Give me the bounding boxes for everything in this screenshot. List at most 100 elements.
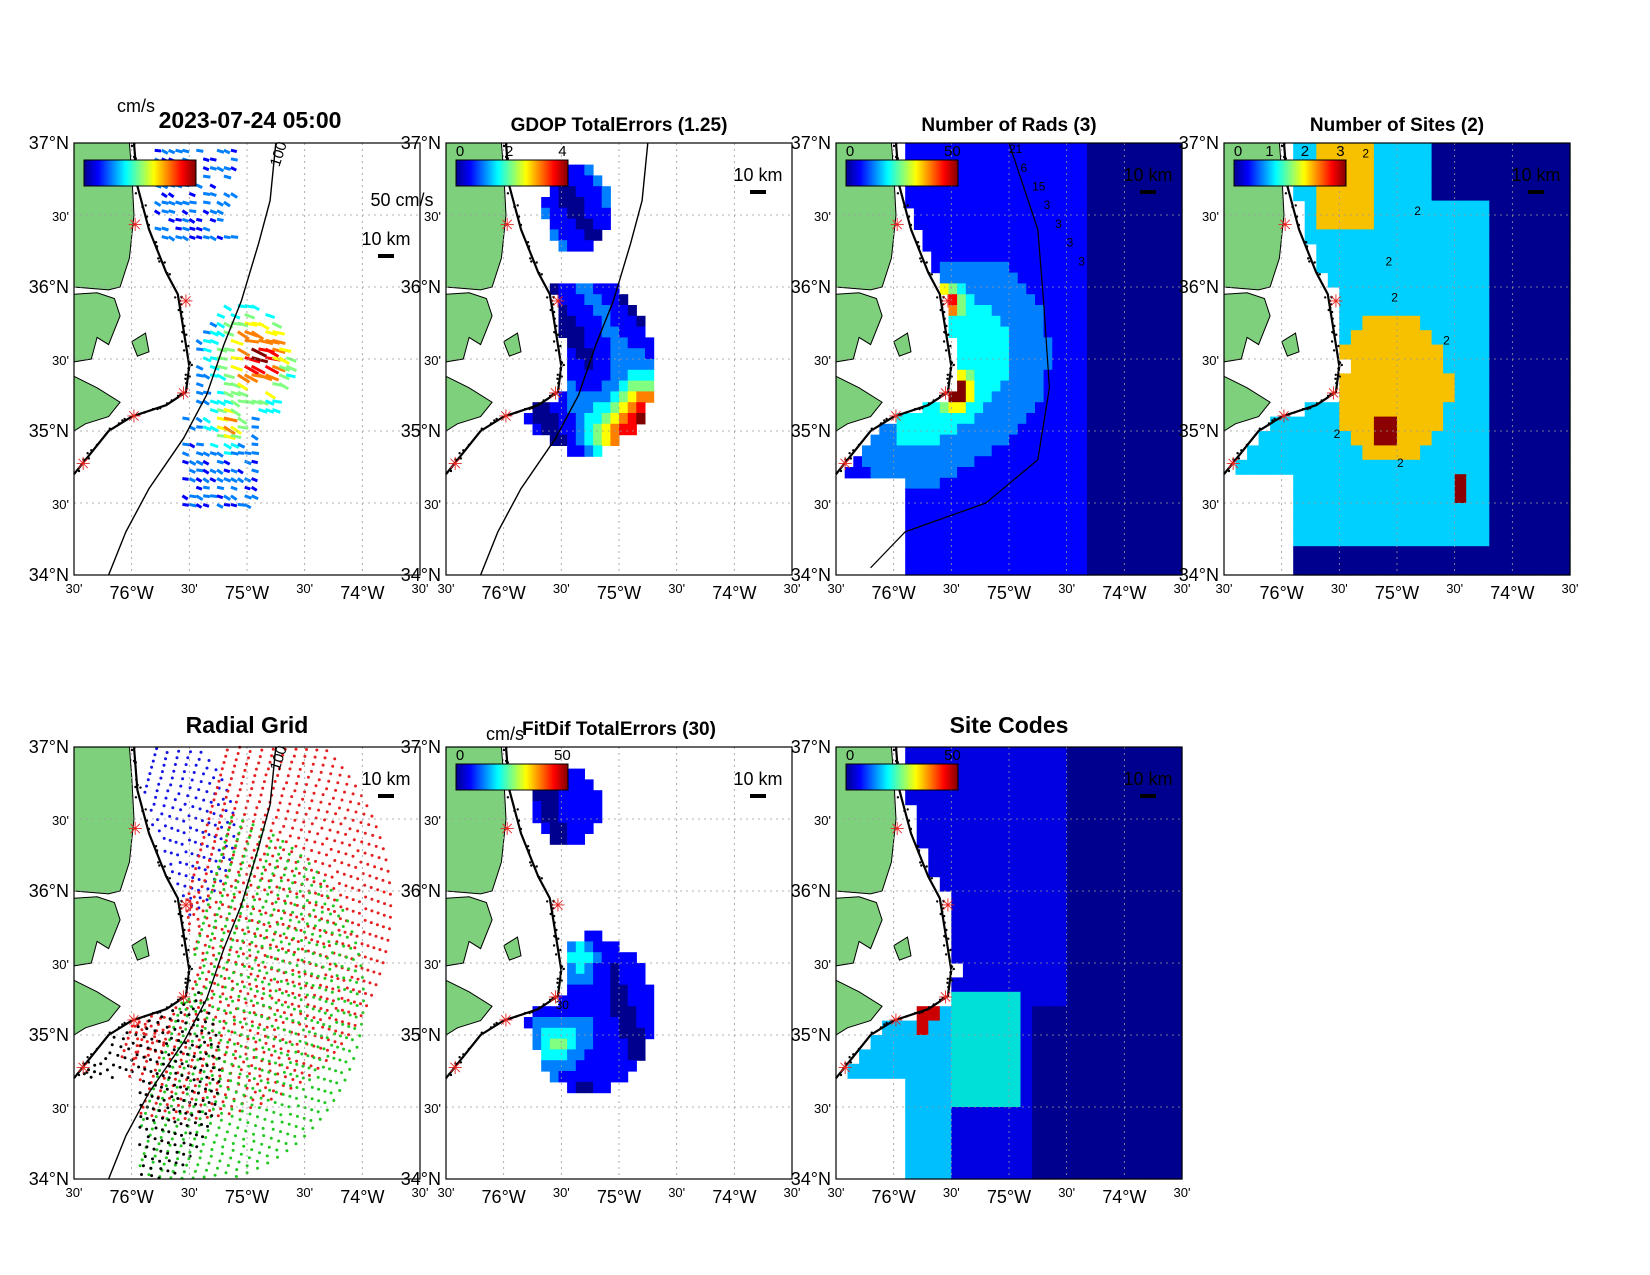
radial-point xyxy=(369,957,373,961)
field-cell xyxy=(974,240,984,252)
field-cell xyxy=(1078,294,1088,306)
field-cell xyxy=(1477,359,1490,374)
velocity-arrow xyxy=(236,416,248,426)
field-cell xyxy=(1043,197,1053,209)
field-cell xyxy=(1026,175,1036,187)
radial-point xyxy=(316,832,320,836)
field-cell xyxy=(619,326,629,338)
field-cell xyxy=(1147,391,1157,403)
field-cell xyxy=(558,240,568,252)
field-cell xyxy=(1397,431,1410,446)
radial-point xyxy=(262,1028,266,1032)
field-cell xyxy=(1293,503,1306,518)
field-cell xyxy=(1009,391,1019,403)
field-cell xyxy=(1385,474,1398,490)
field-cell xyxy=(558,402,568,414)
field-cell xyxy=(1558,531,1571,547)
radial-point xyxy=(228,1072,232,1075)
velocity-arrow xyxy=(264,364,280,375)
field-cell xyxy=(983,456,993,468)
field-cell xyxy=(1546,431,1559,446)
coastline xyxy=(1223,142,1341,475)
field-cell xyxy=(939,477,949,490)
field-cell xyxy=(1121,153,1131,166)
field-cell xyxy=(965,369,975,382)
field-cell xyxy=(1060,294,1071,306)
contour-label: 3 xyxy=(1078,254,1085,268)
radial-point xyxy=(318,954,322,958)
radial-point xyxy=(142,1032,146,1035)
radial-point xyxy=(247,965,251,969)
radial-point xyxy=(296,947,300,951)
shore-dot xyxy=(493,419,496,422)
field-cell xyxy=(965,348,975,360)
field-cell xyxy=(1000,531,1010,544)
field-cell xyxy=(1026,153,1036,166)
radial-point xyxy=(214,957,218,961)
field-cell xyxy=(1043,488,1053,500)
isobath-100m xyxy=(479,142,649,576)
field-cell xyxy=(1408,503,1421,518)
shore-dot xyxy=(1273,417,1276,421)
velocity-arrow xyxy=(195,364,204,371)
field-cell xyxy=(1060,445,1071,457)
radial-point xyxy=(140,1028,144,1032)
radial-point xyxy=(269,978,273,982)
radial-point xyxy=(357,802,361,806)
field-cell xyxy=(1420,359,1433,374)
velocity-arrow xyxy=(188,502,197,508)
field-cell xyxy=(1558,229,1571,245)
velocity-arrow xyxy=(161,200,169,205)
radial-point xyxy=(189,905,193,909)
radial-point xyxy=(312,880,316,884)
field-cell xyxy=(1112,294,1122,306)
velocity-arrow xyxy=(216,364,228,371)
field-cell xyxy=(1397,488,1410,504)
field-cell xyxy=(957,510,967,522)
field-cell xyxy=(1397,517,1410,533)
shore-dot xyxy=(1291,205,1294,209)
field-cell xyxy=(1147,326,1157,338)
field-cell xyxy=(948,326,958,338)
radial-point xyxy=(192,1078,196,1082)
shore-dot xyxy=(1335,333,1338,336)
radial-point xyxy=(191,1007,195,1011)
field-cell xyxy=(610,391,620,403)
radial-point xyxy=(305,993,309,997)
field-cell xyxy=(601,434,611,446)
shore-dot xyxy=(942,303,945,306)
shore-dot xyxy=(187,367,190,370)
radial-point xyxy=(232,895,236,899)
radial-point xyxy=(270,902,274,906)
radar-site-marker: ✳ xyxy=(1278,215,1293,236)
radial-point xyxy=(181,777,185,781)
shore-dot xyxy=(1327,308,1330,312)
radial-point xyxy=(376,899,380,903)
radial-point xyxy=(199,1057,202,1061)
field-cell xyxy=(1466,431,1479,446)
field-cell xyxy=(948,305,958,317)
field-cell xyxy=(1339,431,1352,446)
radial-point xyxy=(82,1072,86,1076)
radial-point xyxy=(342,872,346,876)
field-cell xyxy=(983,305,993,317)
field-cell xyxy=(1316,215,1329,230)
field-cell xyxy=(1104,315,1114,328)
field-cell xyxy=(1466,215,1479,230)
field-cell xyxy=(1443,359,1456,374)
field-cell xyxy=(1535,200,1548,216)
field-cell xyxy=(905,456,915,468)
lon-tick-label: 30' xyxy=(438,581,455,596)
field-cell xyxy=(1060,153,1071,166)
velocity-arrow xyxy=(181,226,190,232)
field-cell xyxy=(1385,215,1398,230)
colorbar-tick-label: 0 xyxy=(1234,143,1242,160)
field-cell xyxy=(1523,474,1536,490)
field-cell xyxy=(1512,402,1525,418)
velocity-arrow xyxy=(202,191,211,196)
field-cell xyxy=(636,380,646,392)
radial-point xyxy=(245,1074,249,1078)
field-cell xyxy=(1420,301,1433,317)
radial-point xyxy=(176,1157,180,1161)
radial-point xyxy=(381,878,385,882)
